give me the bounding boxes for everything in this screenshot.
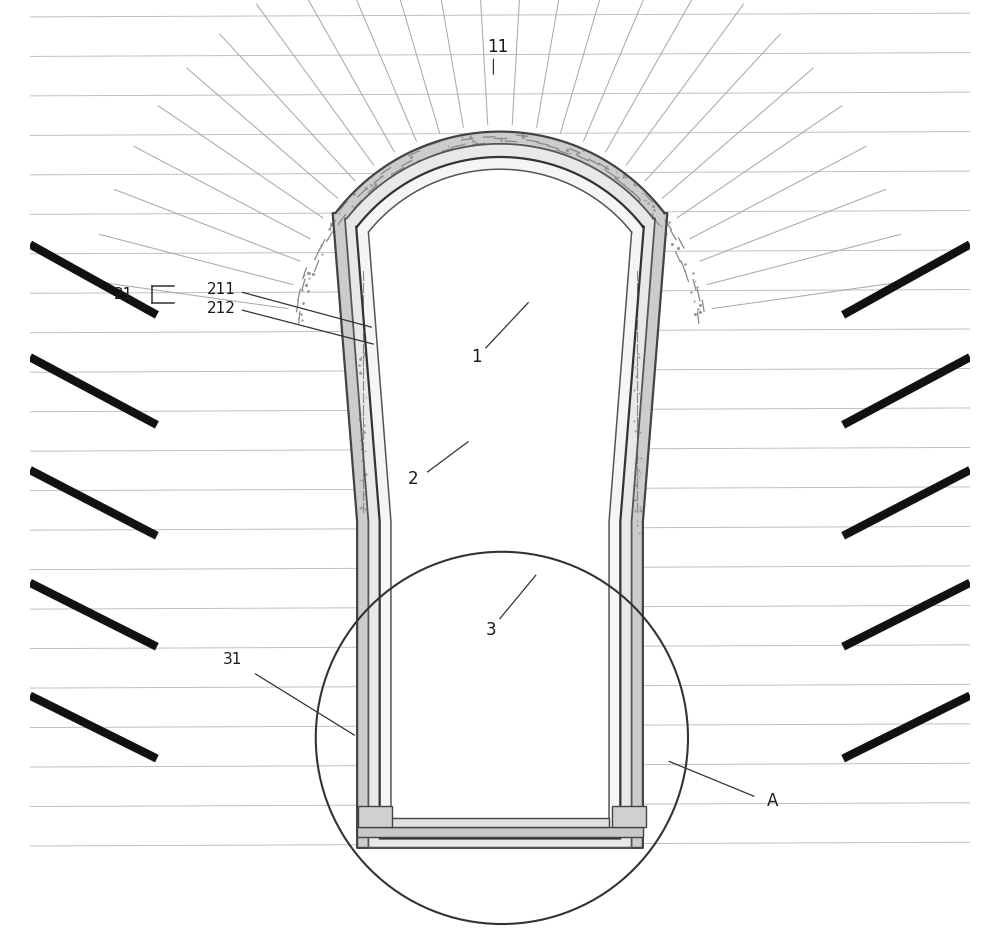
- Text: 1: 1: [471, 348, 482, 367]
- Text: 212: 212: [207, 301, 236, 316]
- Bar: [391, 818, 609, 827]
- Text: 2: 2: [408, 470, 419, 489]
- Bar: [357, 827, 643, 837]
- Polygon shape: [30, 0, 970, 940]
- Text: A: A: [767, 791, 778, 810]
- Bar: [358, 806, 392, 827]
- Text: 11: 11: [487, 38, 509, 56]
- Text: 31: 31: [222, 652, 242, 667]
- Polygon shape: [356, 157, 644, 838]
- Polygon shape: [345, 144, 655, 848]
- Text: 3: 3: [485, 620, 496, 639]
- Text: 211: 211: [207, 282, 236, 297]
- Polygon shape: [368, 169, 632, 832]
- Polygon shape: [333, 132, 667, 848]
- Bar: [612, 806, 646, 827]
- Text: 21: 21: [114, 287, 133, 302]
